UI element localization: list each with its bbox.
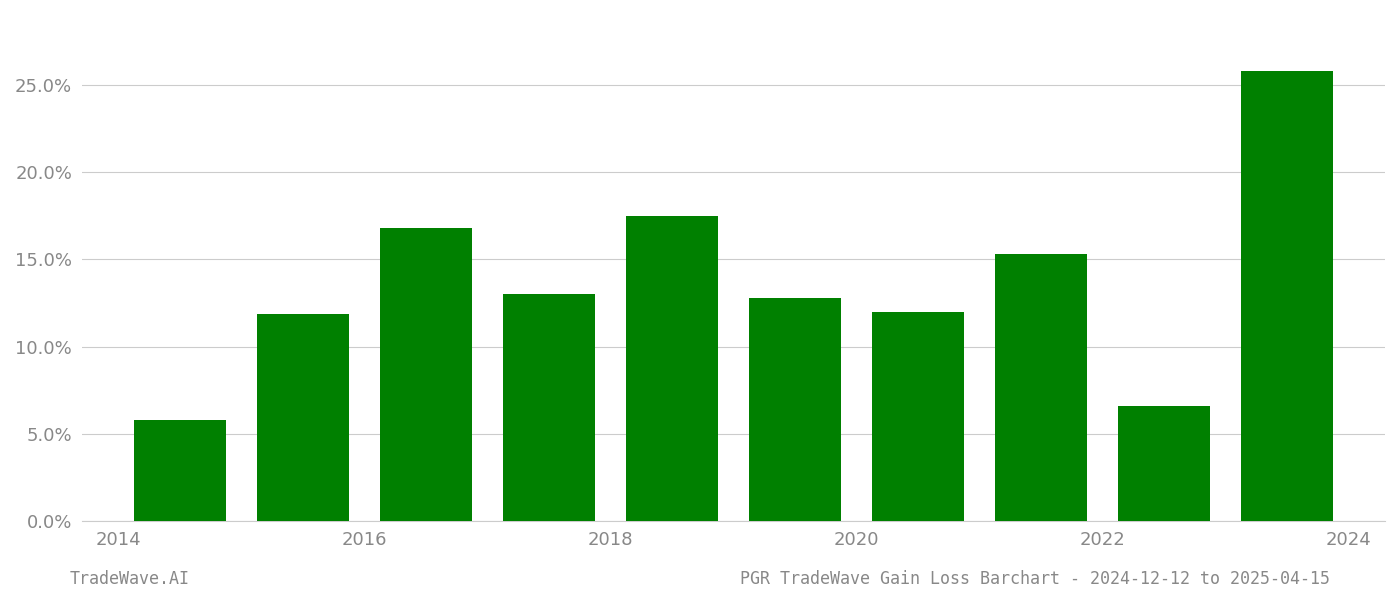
- Bar: [626, 216, 718, 521]
- Bar: [379, 228, 472, 521]
- Text: TradeWave.AI: TradeWave.AI: [70, 570, 190, 588]
- Text: PGR TradeWave Gain Loss Barchart - 2024-12-12 to 2025-04-15: PGR TradeWave Gain Loss Barchart - 2024-…: [741, 570, 1330, 588]
- Bar: [1117, 406, 1210, 521]
- Bar: [1240, 71, 1333, 521]
- Bar: [258, 314, 349, 521]
- Bar: [134, 420, 227, 521]
- Bar: [872, 312, 965, 521]
- Bar: [994, 254, 1086, 521]
- Bar: [503, 295, 595, 521]
- Bar: [749, 298, 841, 521]
